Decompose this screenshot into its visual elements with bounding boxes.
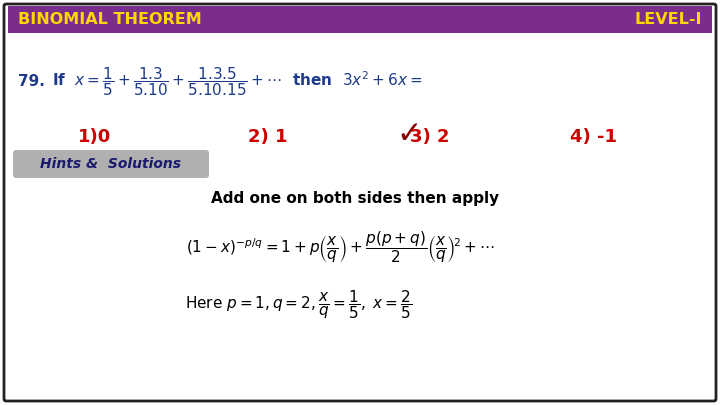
- Text: Add one on both sides then apply: Add one on both sides then apply: [211, 190, 499, 205]
- Text: 1)0: 1)0: [78, 128, 112, 146]
- Text: 3) 2: 3) 2: [410, 128, 449, 146]
- Text: ✓: ✓: [396, 121, 421, 149]
- FancyBboxPatch shape: [13, 150, 209, 178]
- Text: If  $x = \dfrac{1}{5} + \dfrac{1.3}{5.10} + \dfrac{1.3.5}{5.10.15} + \cdots$  th: If $x = \dfrac{1}{5} + \dfrac{1.3}{5.10}…: [52, 66, 423, 98]
- Text: $(1-x)^{-p/q} = 1 + p\left(\dfrac{x}{q}\right) + \dfrac{p(p+q)}{2}\left(\dfrac{x: $(1-x)^{-p/q} = 1 + p\left(\dfrac{x}{q}\…: [186, 229, 495, 265]
- Text: 79.: 79.: [18, 75, 45, 90]
- Text: Here $p=1, q=2, \dfrac{x}{q} = \dfrac{1}{5},\ x = \dfrac{2}{5}$: Here $p=1, q=2, \dfrac{x}{q} = \dfrac{1}…: [185, 289, 413, 322]
- Text: 2) 1: 2) 1: [248, 128, 287, 146]
- Text: LEVEL-I: LEVEL-I: [634, 11, 702, 26]
- Text: Hints &  Solutions: Hints & Solutions: [40, 157, 181, 171]
- Text: 4) -1: 4) -1: [570, 128, 617, 146]
- FancyBboxPatch shape: [8, 6, 712, 33]
- Text: BINOMIAL THEOREM: BINOMIAL THEOREM: [18, 11, 202, 26]
- FancyBboxPatch shape: [4, 4, 716, 401]
